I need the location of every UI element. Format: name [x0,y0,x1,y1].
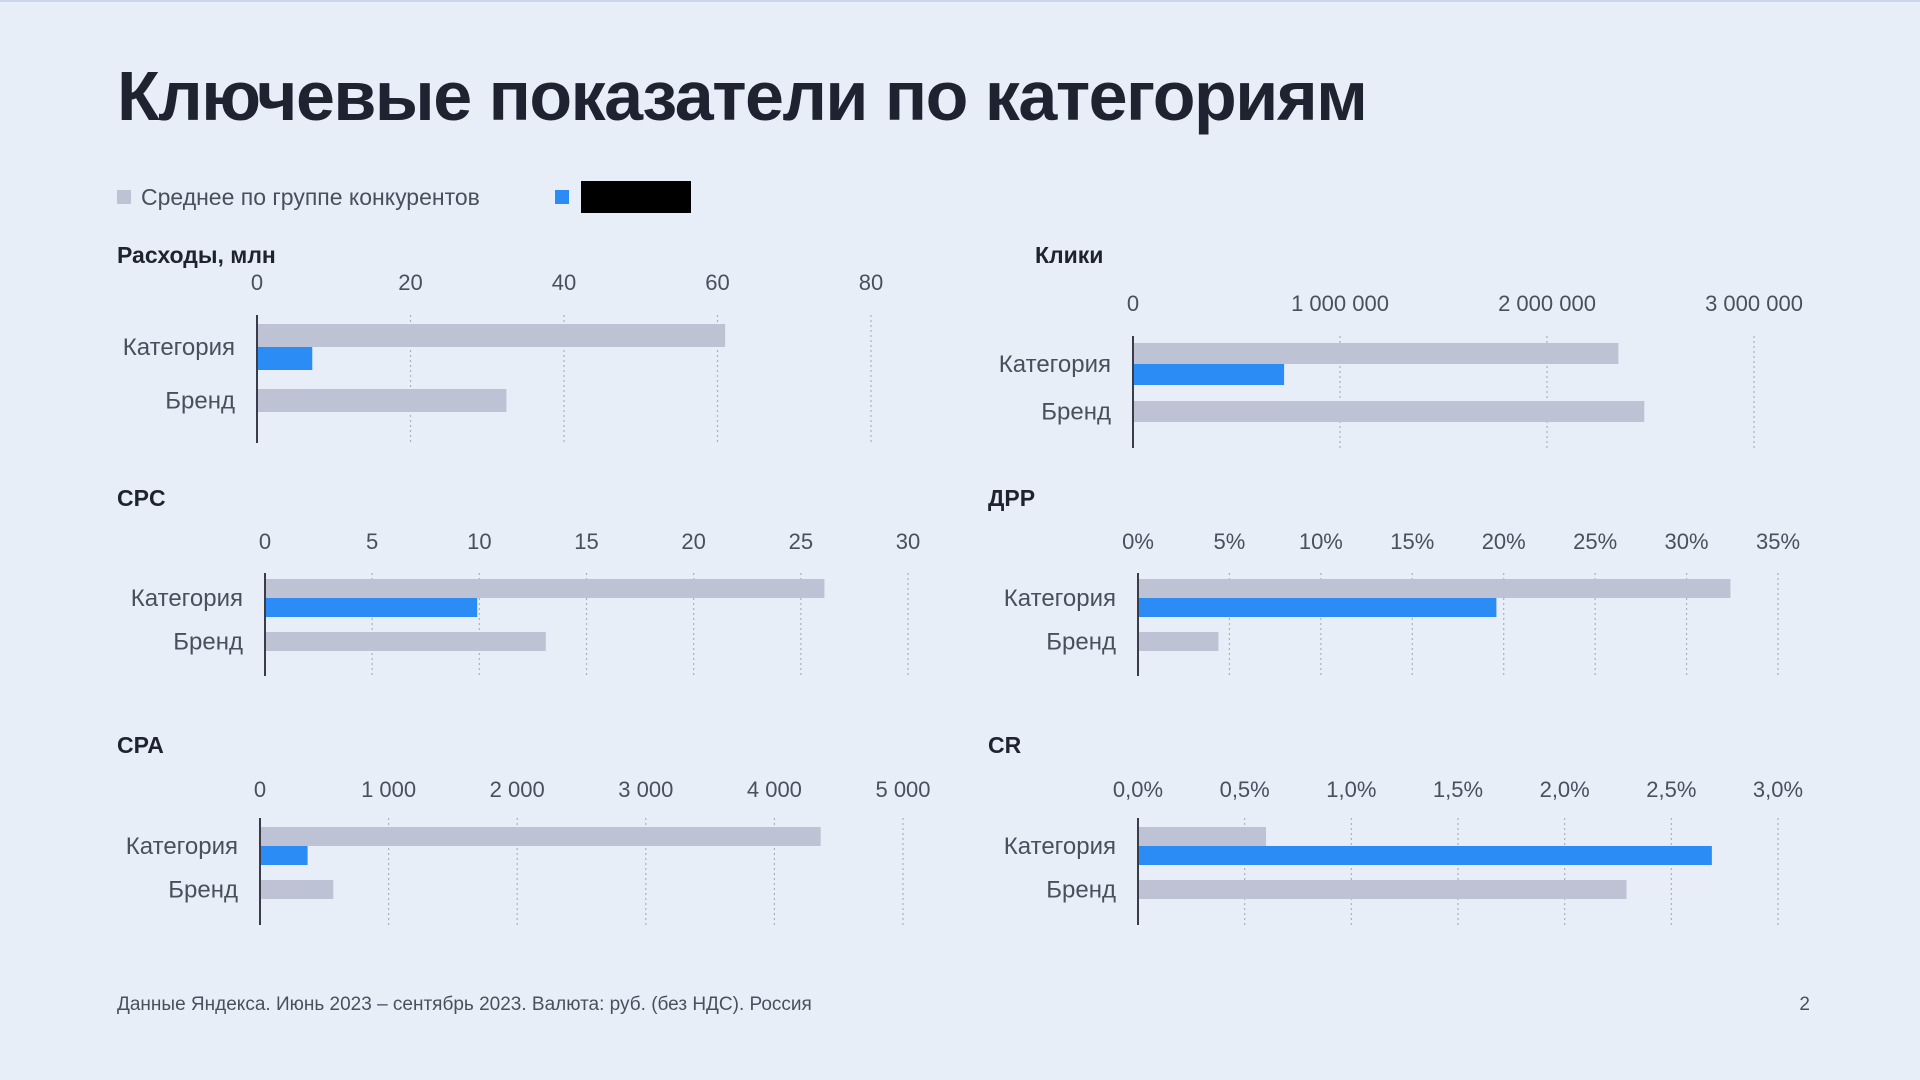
tick-label: 4 000 [747,777,802,802]
category-label: Категория [123,334,235,361]
tick-label: 5 [366,529,378,554]
tick-label: 25% [1573,529,1617,554]
bar-competitors-brand [1138,632,1219,651]
chart-title: Клики [1035,242,1103,268]
tick-label: 5 000 [875,777,930,802]
chart-title: ДРР [988,485,1035,511]
top-border [0,0,1920,2]
legend-label-competitors: Среднее по группе конкурентов [141,183,480,210]
legend-swatch-brand [555,190,569,204]
legend-swatch-competitors [117,190,131,204]
chart-title: CPA [117,732,164,758]
tick-label: 0% [1122,529,1154,554]
tick-label: 5% [1214,529,1246,554]
tick-label: 35% [1756,529,1800,554]
bar-competitors-brand [257,389,507,412]
tick-label: 1,5% [1433,777,1483,802]
tick-label: 3 000 [618,777,673,802]
bar-brand-category [265,598,478,617]
redacted-brand-name [581,181,691,213]
tick-label: 0 [251,270,263,295]
tick-label: 10% [1299,529,1343,554]
bar-competitors-brand [1138,880,1627,899]
tick-label: 0 [1127,291,1139,316]
chart-cpa: CPA 0 1 000 2 000 3 000 4 000 5 000 Категория Бр… [117,732,931,925]
bar-brand-category [1133,364,1285,385]
tick-label: 1,0% [1326,777,1376,802]
tick-label: 15 [574,529,598,554]
tick-label: 20 [681,529,705,554]
page-number: 2 [1799,994,1810,1015]
tick-label: 3 000 000 [1705,291,1803,316]
tick-label: 0,0% [1113,777,1163,802]
category-label: Бренд [165,388,235,415]
chart-title: Расходы, млн [117,242,276,268]
tick-label: 0,5% [1220,777,1270,802]
tick-label: 30 [896,529,920,554]
legend-item-competitors: Среднее по группе конкурентов [117,180,480,214]
footer-source: Данные Яндекса. Июнь 2023 – сентябрь 202… [117,994,812,1015]
tick-label: 10 [467,529,491,554]
chart-drr: ДРР 0% 5% 10% 15% 20% 25% 30% 35% Категория Бренд [988,485,1800,676]
bar-competitors-category [265,579,825,598]
tick-label: 80 [859,270,883,295]
tick-label: 0 [254,777,266,802]
bar-brand-category [1138,846,1712,865]
chart-title: CR [988,732,1022,758]
tick-label: 2 000 [490,777,545,802]
bar-competitors-category [257,324,726,347]
tick-label: 60 [705,270,729,295]
bar-competitors-brand [260,880,334,899]
category-label: Категория [126,833,238,860]
category-label: Категория [1004,833,1116,860]
tick-label: 1 000 [361,777,416,802]
bar-brand-category [257,347,313,370]
tick-label: 40 [552,270,576,295]
bar-competitors-brand [265,632,546,651]
tick-label: 3,0% [1753,777,1803,802]
chart-clicks: Клики 0 1 000 000 2 000 000 3 000 000 Категор… [999,242,1803,448]
category-label: Категория [1004,585,1116,612]
category-label: Бренд [1046,877,1116,904]
tick-label: 15% [1390,529,1434,554]
tick-label: 2 000 000 [1498,291,1596,316]
category-label: Категория [999,351,1111,378]
category-label: Бренд [1041,399,1111,426]
tick-label: 20% [1482,529,1526,554]
tick-label: 1 000 000 [1291,291,1389,316]
bar-competitors-category [1138,579,1731,598]
bar-competitors-category [260,827,821,846]
tick-label: 25 [789,529,813,554]
category-label: Бренд [173,629,243,656]
tick-label: 0 [259,529,271,554]
tick-label: 2,0% [1540,777,1590,802]
bar-competitors-brand [1133,401,1645,422]
legend-item-brand [555,180,691,214]
category-label: Бренд [1046,629,1116,656]
chart-cr: CR 0,0% 0,5% 1,0% 1,5% 2,0% 2,5% 3,0% Категория Б… [988,732,1803,925]
page-title: Ключевые показатели по категориям [117,57,1368,135]
bar-brand-category [260,846,308,865]
tick-label: 20 [398,270,422,295]
category-label: Бренд [168,877,238,904]
bar-competitors-category [1138,827,1266,846]
chart-cpc: CPC 0 5 10 15 20 25 30 Категория Бренд [117,485,920,676]
bar-brand-category [1138,598,1497,617]
chart-title: CPC [117,485,166,511]
tick-label: 30% [1665,529,1709,554]
tick-label: 2,5% [1646,777,1696,802]
bar-competitors-category [1133,343,1619,364]
category-label: Категория [131,585,243,612]
